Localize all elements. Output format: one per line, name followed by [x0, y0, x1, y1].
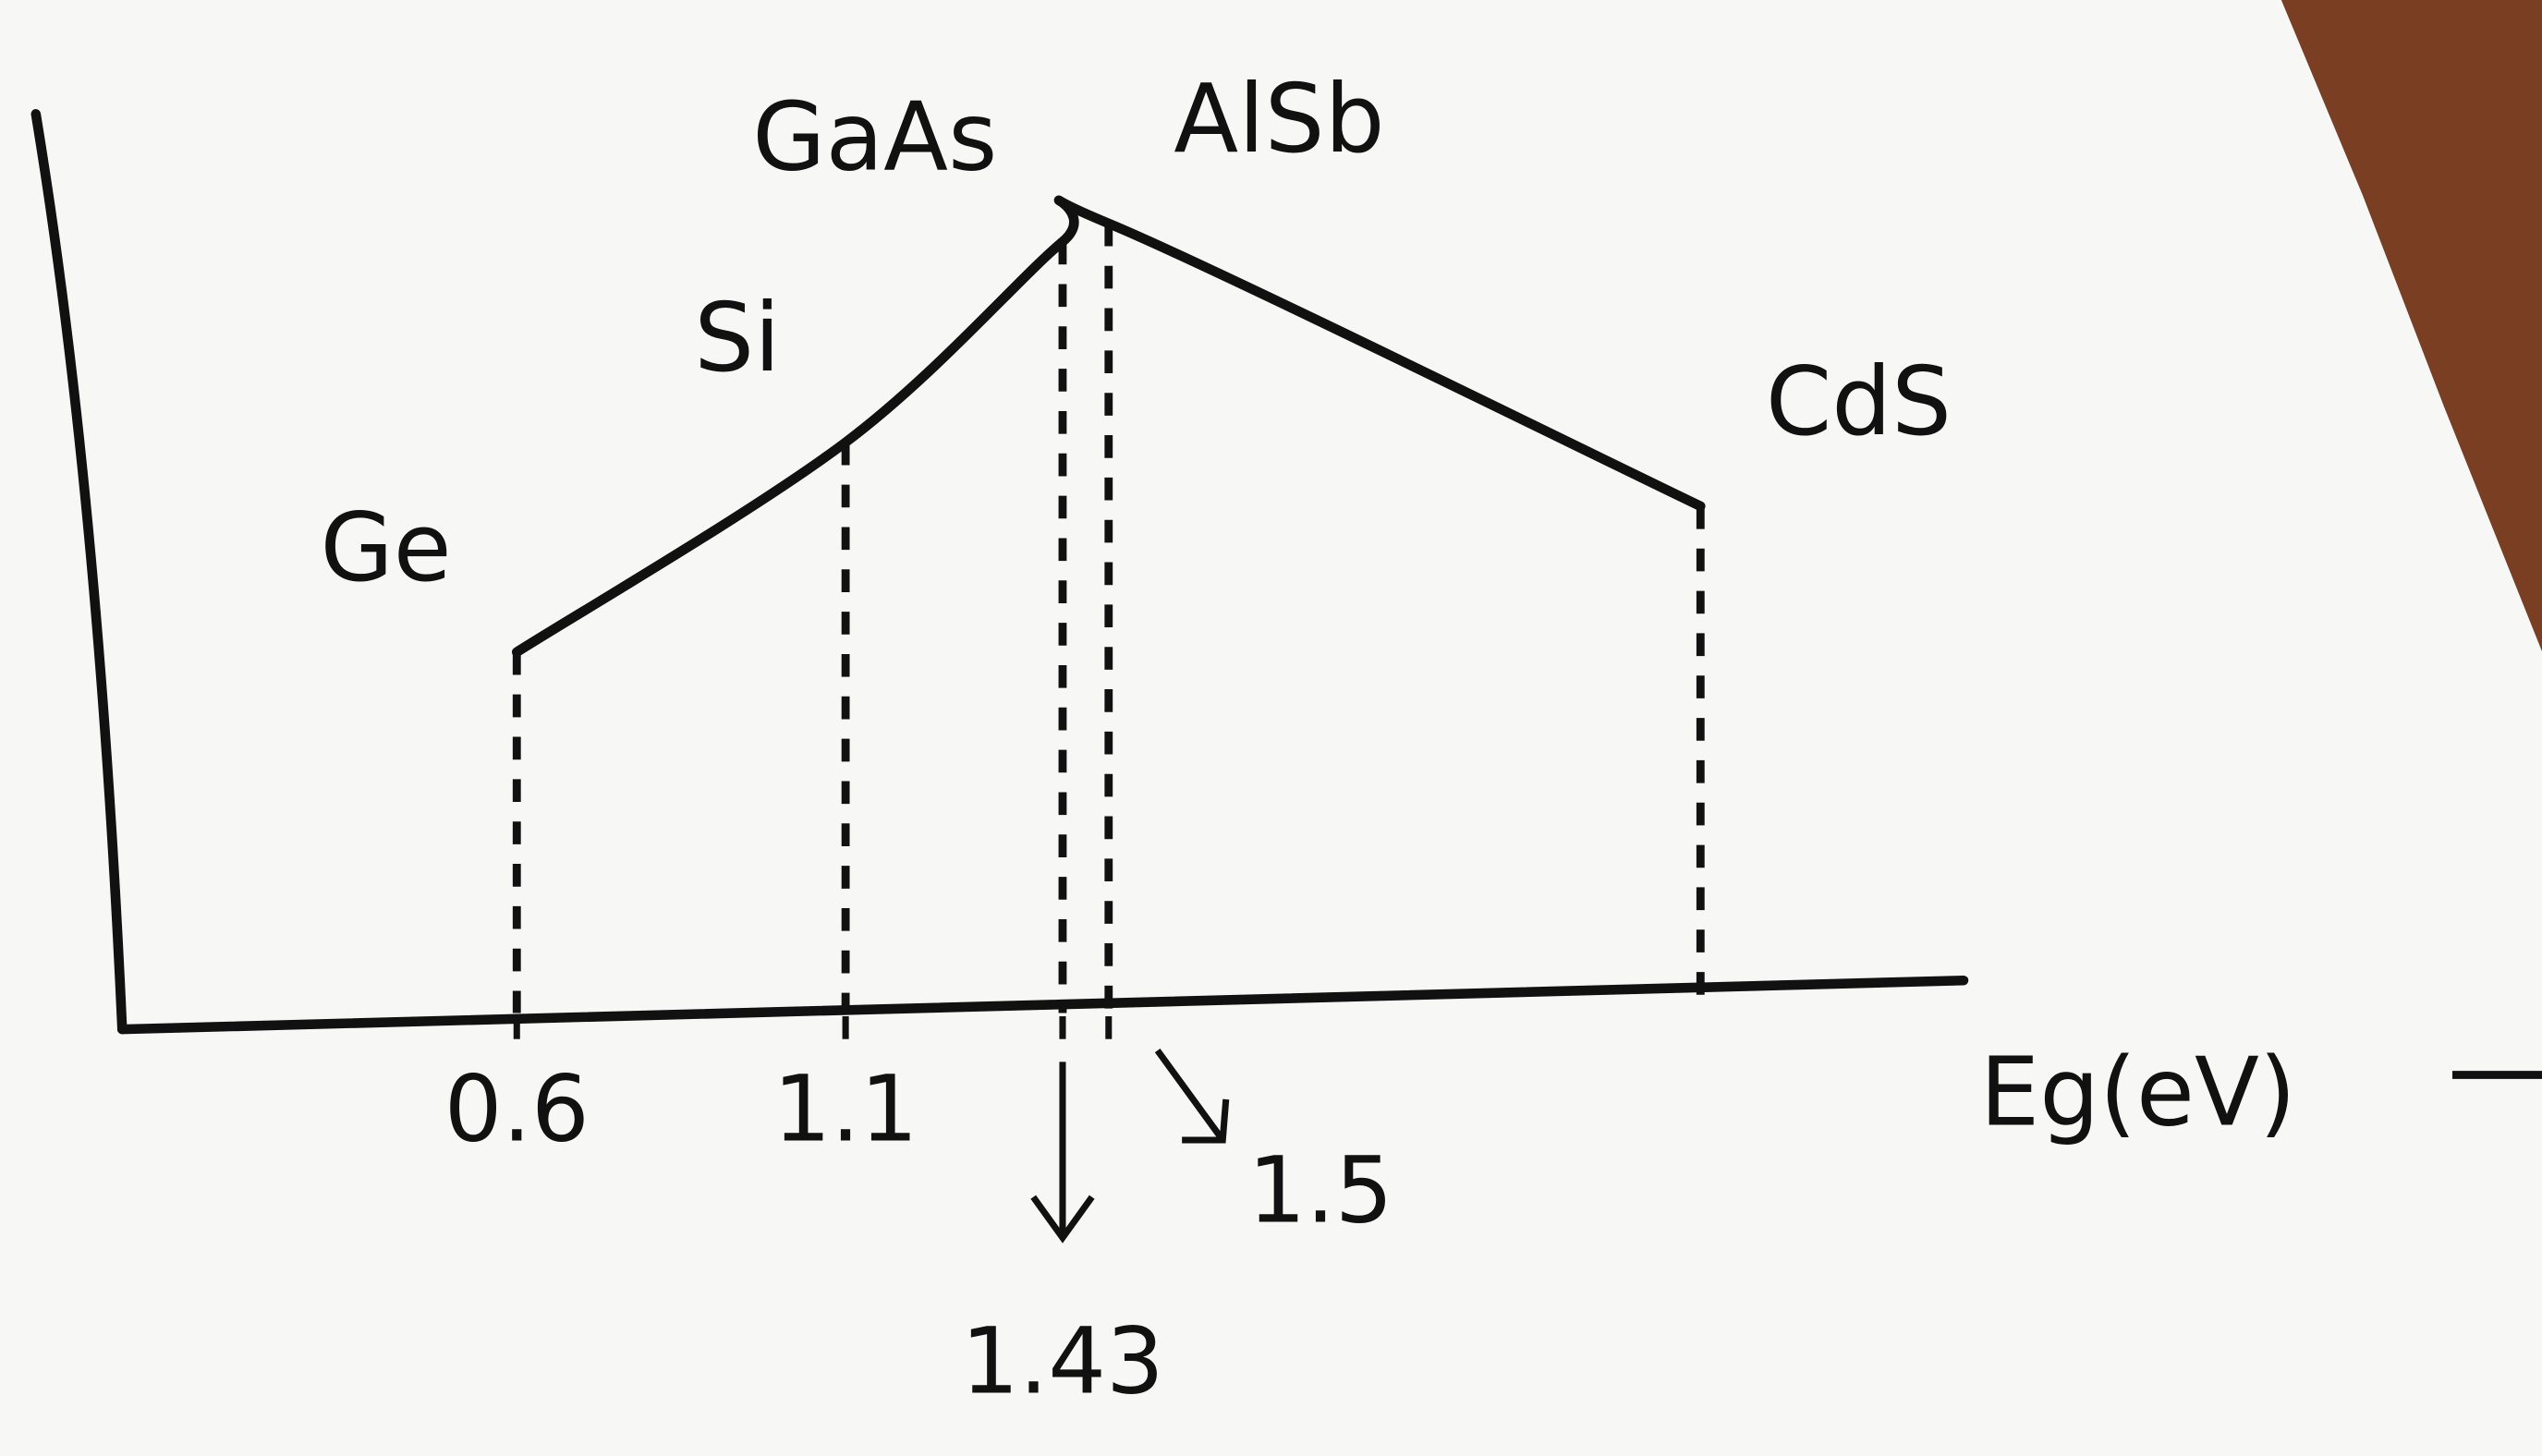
x-axis-label: Eg(eV)	[1980, 1038, 2296, 1148]
x-tick-label: 1.5	[1248, 1138, 1393, 1244]
point-label: GaAs	[752, 83, 997, 193]
point-label: AlSb	[1174, 65, 1384, 175]
point-label: CdS	[1766, 347, 1952, 457]
x-tick-label: 1.1	[773, 1056, 918, 1162]
x-tick-label: 0.6	[444, 1056, 590, 1162]
x-tick-label: 1.43	[961, 1309, 1164, 1415]
point-label: Si	[694, 284, 780, 394]
chart: Eg(eV) Ge Si GaAs AlSb CdS 0.6 1.1 1.43 1.5	[0, 0, 2542, 1456]
page: Eg(eV) GeSiGaAsAlSbCdS0.61.11.431.5 (() …	[0, 0, 2542, 1456]
point-label: Ge	[321, 493, 452, 603]
